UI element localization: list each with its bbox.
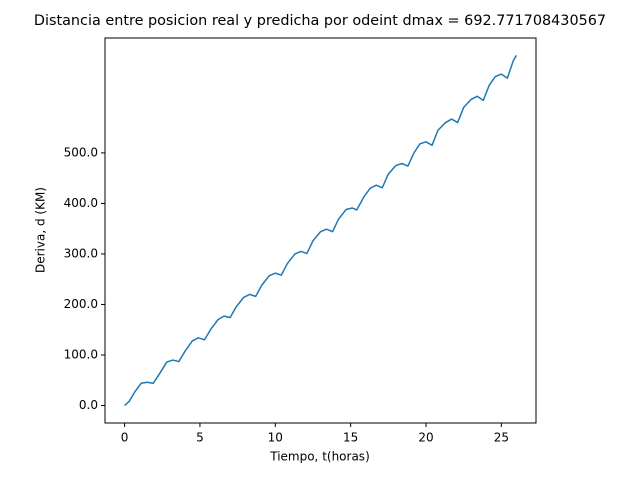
x-tick-label: 0: [121, 431, 129, 445]
x-tick-label: 25: [494, 431, 509, 445]
x-axis-label: Tiempo, t(horas): [269, 450, 370, 464]
y-tick-label: 400.0: [64, 196, 98, 210]
x-tick-label: 10: [268, 431, 283, 445]
axes-frame: [104, 37, 537, 424]
chart-title: Distancia entre posicion real y predicha…: [34, 13, 606, 29]
y-tick-label: 0.0: [79, 398, 98, 412]
x-tick-label: 5: [196, 431, 204, 445]
y-tick-label: 500.0: [64, 145, 98, 159]
x-tick-label: 15: [343, 431, 358, 445]
y-tick-label: 100.0: [64, 347, 98, 361]
data-line: [124, 54, 518, 407]
x-tick-label: 20: [418, 431, 433, 445]
y-axis-label: Deriva, d (KM): [34, 187, 48, 273]
y-tick-label: 200.0: [64, 297, 98, 311]
y-tick-label: 300.0: [64, 246, 98, 260]
